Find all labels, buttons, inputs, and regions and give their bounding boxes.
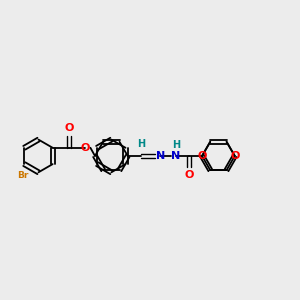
Text: O: O <box>184 170 194 180</box>
Text: O: O <box>197 151 207 161</box>
Text: H: H <box>137 140 145 149</box>
Text: N: N <box>171 151 180 161</box>
Text: O: O <box>230 151 239 161</box>
Text: O: O <box>64 124 74 134</box>
Text: O: O <box>80 143 90 153</box>
Text: Br: Br <box>17 171 28 180</box>
Text: H: H <box>172 140 180 150</box>
Text: N: N <box>156 151 165 161</box>
